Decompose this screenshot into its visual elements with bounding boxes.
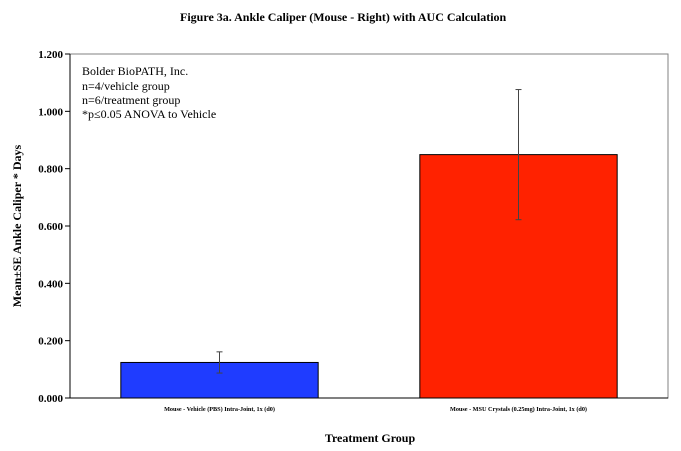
chart-title: Figure 3a. Ankle Caliper (Mouse - Right)… bbox=[180, 10, 507, 24]
y-tick-label: 0.800 bbox=[38, 164, 63, 176]
y-tick-label: 0.200 bbox=[38, 336, 63, 348]
y-axis: 0.000 0.200 0.400 0.600 0.800 1.000 1.200 bbox=[38, 49, 70, 405]
annotation-line: *p≤0.05 ANOVA to Vehicle bbox=[82, 107, 216, 121]
bars bbox=[120, 154, 618, 399]
y-tick-label: 1.200 bbox=[38, 49, 63, 61]
y-axis-label: Mean±SE Ankle Caliper * Days bbox=[10, 144, 24, 307]
annotation-line: n=6/treatment group bbox=[82, 93, 180, 107]
x-tick-label: Mouse - MSU Crystals (0.25mg) Intra-Join… bbox=[450, 406, 587, 413]
y-tick-label: 0.400 bbox=[38, 278, 63, 290]
annotation-line: n=4/vehicle group bbox=[82, 79, 170, 93]
x-tick-label: Mouse - Vehicle (PBS) Intra-Joint, 1x (d… bbox=[164, 406, 275, 413]
error-bars bbox=[216, 89, 522, 374]
y-tick-label: 0.000 bbox=[38, 393, 63, 405]
annotation-line: Bolder BioPATH, Inc. bbox=[82, 64, 188, 78]
x-axis-label: Treatment Group bbox=[325, 431, 416, 445]
x-axis: Mouse - Vehicle (PBS) Intra-Joint, 1x (d… bbox=[164, 406, 587, 413]
y-tick-label: 0.600 bbox=[38, 221, 63, 233]
annotation-box: Bolder BioPATH, Inc. n=4/vehicle group n… bbox=[82, 64, 216, 121]
y-tick-label: 1.000 bbox=[38, 106, 63, 118]
